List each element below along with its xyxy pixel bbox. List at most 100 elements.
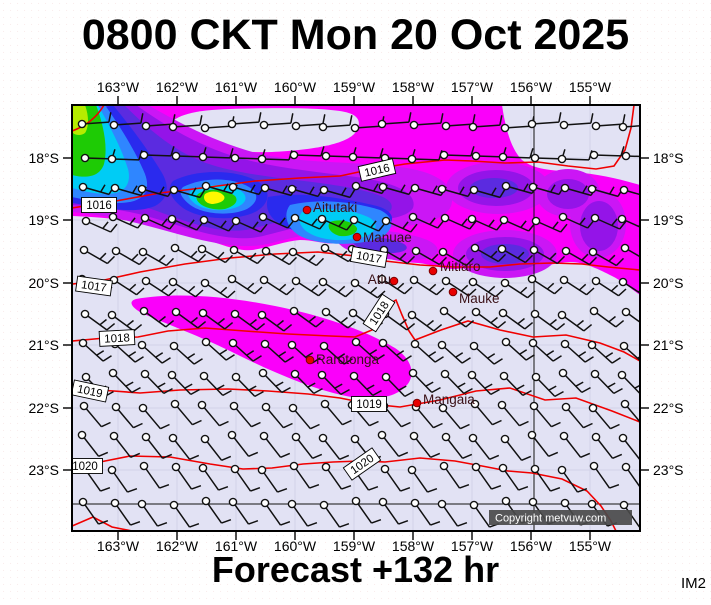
lon-label-bottom: 161°W [215,538,258,554]
wind-barb [261,402,293,429]
wind-barb [111,402,143,429]
lat-label-right: 22°S [653,400,684,416]
wind-station-circle [81,372,91,382]
wind-station-circle [138,403,148,413]
wind-barb-staff [501,404,529,427]
wind-barb [441,114,476,131]
wind-barb [467,370,500,396]
wind-barb-staff [82,501,109,525]
wind-barb [621,151,639,161]
place-dot [428,266,438,276]
wind-barb-staff [293,465,320,489]
wind-barb-staff [565,250,598,266]
wind-barb-staff [172,437,200,460]
wind-station-circle [381,216,391,226]
wind-barb [320,399,352,426]
isobar-label-box [81,197,117,213]
lat-label-right: 23°S [653,462,684,478]
wind-barb-staff [534,468,561,492]
wind-barb-staff [411,469,438,493]
lat-label-right: 18°S [653,150,684,166]
wind-barb-staff [621,218,639,228]
isobar-label: 1017 [75,275,113,297]
wind-barb [171,462,202,490]
wind-barb [408,368,441,394]
wind-barb [531,372,564,398]
wind-station-circle [531,216,541,226]
wind-barb [261,246,298,266]
wind-barb-staff [172,115,203,128]
wind-station-circle [139,150,149,160]
wind-barb [107,310,143,332]
axis-labels: 163°W 163°W 162°W 162°W 161°W 161°W 160°W 160°W… [28,79,683,554]
wind-station-circle [557,154,567,164]
wind-station-circle [557,310,567,320]
lon-label-bottom: 159°W [333,538,376,554]
wind-station-circle [141,276,151,286]
wind-station-circle [198,308,208,318]
wind-station-circle [617,214,627,224]
wind-barb [499,371,532,397]
wind-barb [198,308,234,330]
wind-barb-staff [471,374,500,396]
lat-label-right: 20°S [653,275,684,291]
wind-barb-staff [294,373,323,395]
place-manuae: Manuae [352,230,412,245]
wind-station-circle [77,430,87,440]
wind-station-circle [587,184,597,194]
wind-barb [169,500,200,528]
wind-station-circle [409,120,419,130]
wind-barb-staff [503,375,532,397]
isobar-label-box [73,458,103,474]
wind-barb [109,275,145,296]
wind-barb [287,499,318,527]
wind-barb [437,499,468,527]
wind-barb [139,306,175,328]
wind-barb-staff [172,281,204,298]
wind-station-circle [170,243,180,253]
wind-station-circle [529,401,539,411]
wind-station-circle [407,154,417,164]
wind-station-circle [591,276,601,286]
wind-station-circle [110,183,120,193]
wind-barb [199,371,232,397]
wind-barb-staff [624,247,639,257]
wind-barb-staff [621,374,639,394]
wind-barb [110,498,141,526]
wind-station-circle [439,150,449,160]
wind-barb-staff [593,465,620,489]
wind-barb [141,432,173,459]
wind-barb-staff [593,146,625,157]
wind-station-circle [591,432,601,442]
lon-label-bottom: 163°W [97,538,140,554]
wind-station-circle [79,401,89,411]
wind-barb [169,341,203,365]
wind-station-circle [381,372,391,382]
wind-station-circle [257,465,267,475]
lon-label-top: 162°W [156,79,199,95]
wind-station-circle [498,308,508,318]
wind-station-circle [500,434,510,444]
wind-station-circle [167,370,177,380]
wind-station-circle [260,183,270,193]
wind-barb [559,113,594,130]
wind-barb-staff [324,403,352,426]
wind-barb [497,244,534,264]
wind-barb-staff [354,282,386,299]
wind-barb [408,212,445,229]
wind-barb [140,369,173,395]
wind-barb [260,339,294,363]
wind-barb-staff [563,279,595,296]
wind-barb-staff [381,278,413,295]
isobar-line-1016-corner [73,106,105,132]
wind-station-circle [348,308,358,318]
wind-barb-staff [353,375,382,397]
wind-barb [351,496,382,524]
wind-barb-staff [323,345,353,365]
lon-label-top: 161°W [215,79,258,95]
isobar-label: 1020 [73,458,103,474]
wind-station-circle [587,340,597,350]
wind-station-circle [107,154,117,164]
wind-station-circle [287,340,297,350]
wind-barb [231,372,264,398]
